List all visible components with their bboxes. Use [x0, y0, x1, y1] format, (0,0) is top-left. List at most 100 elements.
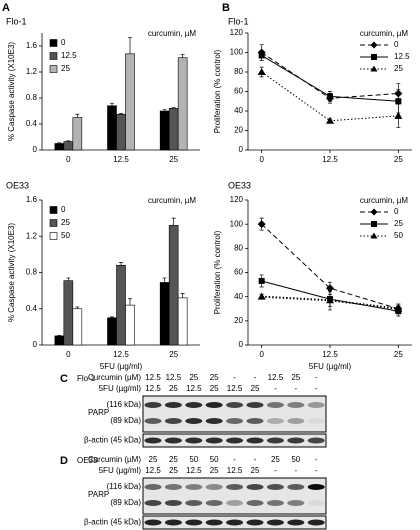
cell-line: Flo-1: [77, 374, 96, 383]
y-tick-label: 0.4: [26, 304, 38, 313]
legend-swatch: [49, 65, 58, 73]
line: [261, 71, 399, 122]
marker: [258, 277, 265, 284]
x-tick-label: 25: [394, 155, 403, 164]
band: [246, 519, 264, 526]
y-tick-label: 40: [234, 106, 243, 115]
y-tick-label: 1.6: [26, 195, 38, 204]
legend-marker: [370, 208, 378, 216]
band: [287, 437, 305, 444]
x-tick-label: 25: [169, 350, 178, 359]
lane-label: 25: [169, 455, 178, 464]
lane-label: -: [315, 466, 318, 475]
error-bar: [119, 113, 123, 115]
marker: [326, 284, 334, 293]
marker: [257, 220, 266, 229]
legend-marker: [370, 41, 378, 49]
lane-label: 25: [169, 466, 178, 475]
loading-label: β-actin (45 kDa): [84, 436, 141, 445]
legend-title: curcumin, µM: [148, 29, 197, 38]
legend-label: 25: [394, 219, 403, 228]
legend-title: curcumin, µM: [360, 29, 409, 38]
error-bar: [66, 277, 71, 281]
y-axis-label: Proliferation (% control): [213, 49, 222, 133]
bar: [116, 264, 126, 346]
y-tick-label: 0.8: [26, 93, 38, 102]
band: [287, 402, 305, 408]
lane-label: 12.5: [227, 466, 243, 475]
bar: [54, 335, 65, 346]
band: [144, 437, 162, 444]
error-bar: [171, 107, 176, 109]
legend-label: 25: [61, 218, 70, 227]
lane-label: -: [233, 455, 236, 464]
band: [185, 402, 203, 408]
band: [205, 519, 223, 526]
band: [164, 500, 182, 506]
panel-label: C: [60, 373, 68, 385]
legend-label: 0: [394, 40, 399, 49]
band: [246, 437, 264, 444]
legend-swatch: [49, 232, 58, 240]
marker: [394, 304, 403, 312]
lane-label: 50: [189, 455, 198, 464]
band: [185, 484, 203, 490]
y-tick-label: 20: [234, 126, 243, 135]
y-tick-label: 120: [230, 28, 244, 37]
legend-label: 12.5: [61, 51, 77, 60]
y-tick-label: 60: [234, 87, 243, 96]
band-label: (89 kDa): [110, 498, 141, 507]
marker: [257, 292, 266, 300]
lane-label: 25: [149, 455, 158, 464]
row-label: Curcumin (µM): [88, 373, 141, 382]
band-label: (89 kDa): [110, 416, 141, 425]
band: [205, 484, 223, 490]
marker: [258, 52, 265, 59]
lane-label: -: [233, 373, 236, 382]
legend-label: 12.5: [394, 52, 410, 61]
marker: [326, 296, 334, 304]
y-tick-label: 60: [234, 268, 243, 277]
legend-marker: [370, 232, 378, 239]
band: [226, 519, 244, 526]
band: [205, 437, 223, 444]
y-tick-label: 1.6: [26, 41, 38, 50]
legend-title: curcumin, µM: [360, 196, 409, 205]
y-tick-label: 1.2: [26, 67, 38, 76]
bar: [125, 304, 135, 346]
band: [164, 418, 182, 424]
band: [205, 418, 223, 424]
bar: [107, 105, 117, 151]
x-tick-label: 0: [66, 350, 71, 359]
legend-label: 25: [61, 64, 70, 73]
band: [246, 418, 264, 424]
x-tick-label: 12.5: [113, 155, 129, 164]
band: [144, 418, 162, 424]
legend-label: 50: [61, 231, 70, 240]
band: [287, 500, 305, 506]
lane-label: -: [254, 455, 257, 464]
x-tick-label: 0: [259, 350, 264, 359]
bar: [116, 113, 126, 151]
band: [185, 418, 203, 424]
band: [307, 437, 325, 444]
marker: [394, 111, 403, 119]
band: [205, 402, 223, 408]
lane-label: -: [274, 466, 277, 475]
y-tick-label: 80: [234, 67, 243, 76]
chart-title: Flo-1: [228, 16, 249, 26]
lane-label: 25: [251, 466, 260, 475]
legend-swatch: [49, 206, 58, 214]
band: [307, 418, 325, 424]
band: [226, 484, 244, 490]
lane-label: 50: [291, 455, 300, 464]
band: [144, 402, 162, 408]
band: [185, 519, 203, 526]
lane-label: -: [274, 384, 277, 393]
lane-label: 12.5: [145, 373, 161, 382]
band: [226, 402, 244, 408]
error-bar: [119, 262, 123, 266]
error-bar: [66, 140, 71, 142]
band: [205, 500, 223, 506]
